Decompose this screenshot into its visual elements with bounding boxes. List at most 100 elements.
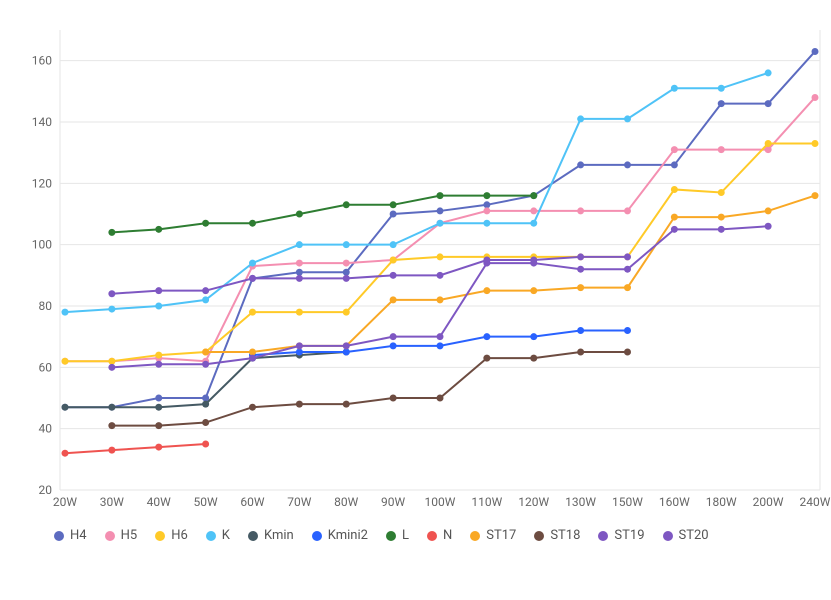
data-point [671, 214, 678, 221]
data-point [437, 272, 444, 279]
data-point [155, 352, 162, 359]
data-point [437, 220, 444, 227]
data-point [390, 201, 397, 208]
data-point [390, 333, 397, 340]
y-tick-label: 40 [39, 422, 53, 436]
data-point [296, 275, 303, 282]
data-point [343, 241, 350, 248]
data-point [577, 349, 584, 356]
data-point [530, 220, 537, 227]
x-tick-label: 180W [706, 495, 737, 509]
data-point [249, 260, 256, 267]
legend-label: H4 [70, 528, 87, 543]
legend-swatch [598, 531, 608, 541]
data-point [624, 284, 631, 291]
legend-swatch [248, 531, 258, 541]
legend-swatch [105, 531, 115, 541]
data-point [577, 284, 584, 291]
data-point [530, 287, 537, 294]
x-tick-label: 90W [381, 495, 405, 509]
data-point [718, 214, 725, 221]
legend-label: N [443, 528, 452, 543]
legend-label: Kmin [264, 528, 294, 543]
legend-item: Kmini2 [312, 528, 368, 543]
data-point [155, 404, 162, 411]
data-point [530, 192, 537, 199]
x-tick-label: 100W [425, 495, 456, 509]
data-point [437, 333, 444, 340]
data-point [437, 207, 444, 214]
data-point [671, 186, 678, 193]
data-point [483, 220, 490, 227]
legend-label: ST20 [679, 528, 709, 543]
data-point [108, 447, 115, 454]
data-point [577, 115, 584, 122]
data-point [343, 260, 350, 267]
data-point [108, 422, 115, 429]
data-point [530, 257, 537, 264]
legend-label: Kmini2 [328, 528, 368, 543]
y-tick-label: 160 [32, 54, 52, 68]
data-point [624, 161, 631, 168]
data-point [155, 226, 162, 233]
data-point [390, 241, 397, 248]
x-tick-label: 60W [240, 495, 264, 509]
data-point [765, 140, 772, 147]
data-point [108, 404, 115, 411]
legend-label: ST19 [614, 528, 644, 543]
legend-swatch [386, 531, 396, 541]
data-point [718, 189, 725, 196]
data-point [155, 422, 162, 429]
data-point [624, 349, 631, 356]
data-point [812, 140, 819, 147]
x-tick-label: 130W [565, 495, 596, 509]
data-point [202, 349, 209, 356]
data-point [390, 296, 397, 303]
data-point [671, 85, 678, 92]
data-point [249, 355, 256, 362]
data-point [108, 364, 115, 371]
data-point [530, 207, 537, 214]
data-point [624, 327, 631, 334]
y-tick-label: 20 [39, 483, 53, 497]
data-point [343, 401, 350, 408]
y-tick-label: 140 [32, 115, 52, 129]
data-point [765, 100, 772, 107]
data-point [483, 201, 490, 208]
legend-label: ST17 [486, 528, 516, 543]
legend-item: N [427, 528, 452, 543]
data-point [530, 355, 537, 362]
data-point [483, 333, 490, 340]
data-point [765, 223, 772, 230]
data-point [296, 349, 303, 356]
x-tick-label: 70W [287, 495, 311, 509]
data-point [530, 333, 537, 340]
legend-item: ST18 [534, 528, 580, 543]
data-point [155, 361, 162, 368]
data-point [296, 211, 303, 218]
data-point [483, 287, 490, 294]
y-tick-label: 80 [39, 299, 53, 313]
data-point [437, 395, 444, 402]
x-tick-label: 50W [194, 495, 218, 509]
data-point [155, 287, 162, 294]
data-point [577, 207, 584, 214]
data-point [343, 349, 350, 356]
data-point [343, 309, 350, 316]
data-point [202, 220, 209, 227]
data-point [577, 327, 584, 334]
legend-swatch [663, 531, 673, 541]
data-point [343, 201, 350, 208]
legend: H4H5H6KKminKmini2LNST17ST18ST19ST20 [10, 520, 811, 543]
legend-swatch [206, 531, 216, 541]
legend-swatch [534, 531, 544, 541]
data-point [812, 192, 819, 199]
line-chart: 2040608010012014016020W30W40W50W60W70W80… [10, 20, 831, 520]
data-point [62, 450, 69, 457]
data-point [671, 226, 678, 233]
legend-item: ST17 [470, 528, 516, 543]
data-point [108, 306, 115, 313]
data-point [202, 361, 209, 368]
data-point [437, 342, 444, 349]
legend-item: H6 [155, 528, 188, 543]
